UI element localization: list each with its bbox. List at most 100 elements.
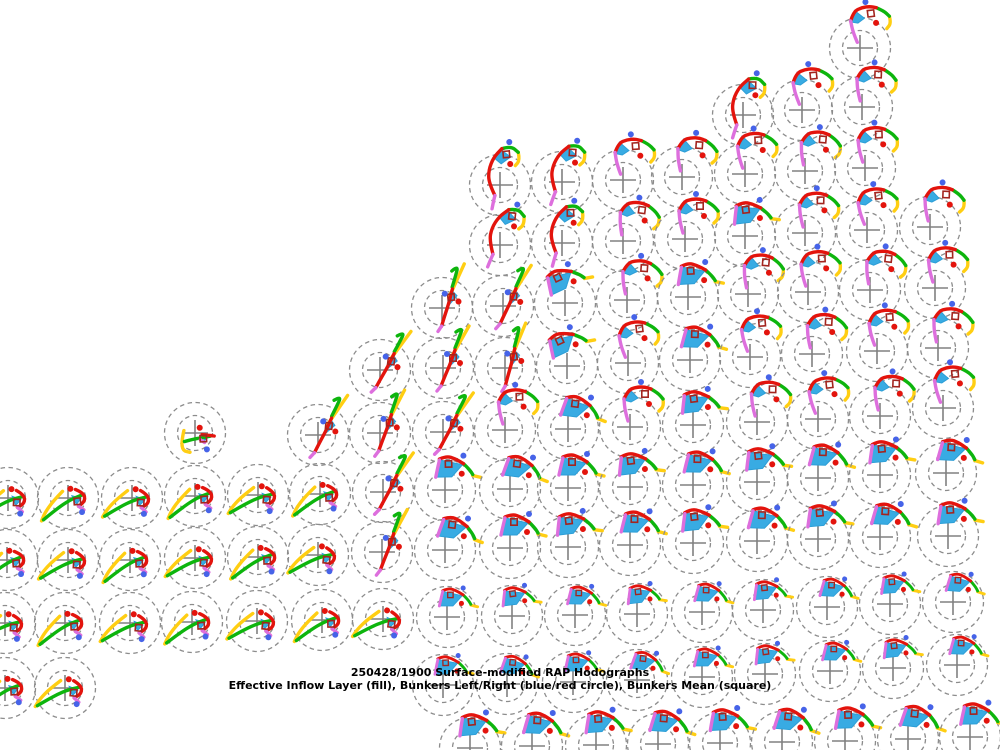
origin-plus-icon	[940, 589, 966, 615]
bunkers-left-dot	[903, 635, 909, 641]
trace-segment-green	[861, 712, 875, 727]
trace-segment-yellow	[163, 613, 189, 646]
trace-segment-red	[498, 286, 518, 326]
bunkers-mean-square	[385, 418, 394, 427]
hodograph-station	[413, 452, 483, 522]
trace-segment-red	[808, 504, 837, 514]
bunkers-mean-square	[754, 136, 763, 145]
bunkers-right-dot	[773, 396, 780, 403]
trace-segment-yellow	[597, 602, 608, 607]
bunkers-right-dot	[704, 404, 711, 411]
bunkers-mean-square	[134, 559, 144, 568]
trace-segment-magenta	[932, 378, 943, 404]
bunkers-mean-square	[196, 621, 206, 630]
trace-segment-red	[507, 454, 534, 468]
trace-segment-yellow	[716, 345, 729, 351]
trace-segment-red	[867, 308, 897, 326]
hodograph-trace	[735, 125, 779, 170]
trace-segment-yellow	[530, 673, 540, 679]
origin-plus-icon	[957, 724, 983, 750]
range-ring-inner	[919, 329, 957, 367]
bunkers-left-dot	[530, 454, 537, 461]
hodograph-trace	[286, 543, 337, 575]
bunkers-left-dot	[715, 645, 721, 651]
range-ring-outer	[100, 466, 164, 530]
trace-segment-green	[514, 266, 526, 289]
range-ring-inner	[731, 338, 769, 376]
origin-plus-icon	[492, 417, 518, 443]
trace-segment-green	[833, 377, 850, 390]
bunkers-left-dot	[631, 314, 638, 321]
trace-segment-red	[437, 455, 466, 466]
bunkers-right-dot	[831, 391, 838, 398]
range-ring-inner	[738, 403, 776, 441]
hodograph-trace	[558, 394, 607, 424]
bunkers-mean-square	[444, 459, 453, 469]
trace-segment-magenta	[799, 140, 806, 167]
bunkers-right-dot	[641, 217, 648, 224]
range-ring-outer	[598, 395, 662, 459]
range-ring-outer	[413, 458, 477, 522]
trace-segment-yellow	[832, 203, 841, 220]
bunkers-mean-square	[693, 455, 702, 464]
bunkers-mean-square	[783, 712, 793, 721]
bunkers-left-dot	[609, 706, 616, 713]
trace-segment-yellow	[892, 197, 900, 213]
bunkers-left-dot	[18, 571, 25, 578]
bunkers-mean-square	[533, 716, 542, 725]
trace-segment-green	[500, 145, 520, 154]
bunkers-left-dot	[901, 571, 907, 577]
bunkers-right-dot	[129, 547, 136, 554]
bunkers-right-dot	[965, 586, 971, 592]
bunkers-left-dot	[564, 261, 571, 268]
hodograph-station	[916, 497, 985, 568]
hodograph-trace	[629, 650, 671, 676]
origin-plus-icon	[429, 295, 455, 321]
range-ring-outer	[798, 639, 862, 703]
trace-segment-red	[711, 708, 740, 718]
hodograph-station	[925, 633, 990, 697]
trace-segment-magenta	[558, 396, 569, 417]
trace-segment-green	[708, 332, 721, 348]
bunkers-right-dot	[458, 470, 465, 477]
bunkers-mean-square	[892, 379, 901, 388]
range-ring-outer	[500, 714, 564, 750]
hodograph-trace	[36, 548, 87, 581]
trace-segment-green	[882, 188, 899, 201]
trace-segment-magenta	[432, 447, 441, 456]
range-ring-outer	[833, 136, 897, 200]
trace-segment-yellow	[968, 375, 976, 392]
range-ring-outer	[290, 588, 354, 652]
bunkers-left-dot	[939, 179, 946, 186]
hodograph-station	[100, 466, 164, 530]
bunkers-mean-square	[507, 211, 517, 221]
bunkers-mean-square	[72, 560, 81, 569]
trace-segment-yellow	[885, 14, 892, 31]
trace-segment-red	[566, 652, 591, 662]
hodograph-trace	[873, 368, 916, 412]
range-ring-outer	[163, 401, 227, 465]
hodograph-station	[795, 575, 860, 639]
bunkers-right-dot	[507, 161, 514, 168]
bunkers-mean-square	[69, 688, 78, 698]
trace-segment-red	[587, 710, 615, 720]
range-ring-outer	[688, 711, 752, 750]
bunkers-right-dot	[673, 726, 680, 733]
trace-segment-green	[648, 261, 664, 277]
bunkers-mean-square	[626, 456, 636, 466]
hodograph-station	[33, 591, 97, 655]
trace-segment-red	[799, 130, 831, 145]
bunkers-left-dot	[968, 571, 974, 577]
trace-segment-yellow	[843, 386, 851, 402]
bunkers-mean-square	[761, 258, 771, 267]
bunkers-right-dot	[950, 261, 957, 268]
bunkers-mean-square	[262, 556, 272, 565]
hodograph-trace	[547, 324, 597, 360]
trace-segment-green	[833, 315, 849, 330]
trace-segment-magenta	[833, 709, 841, 731]
bunkers-mean-square	[866, 8, 876, 18]
trace-segment-yellow	[532, 399, 540, 416]
range-ring-inner	[843, 88, 881, 126]
bunkers-right-dot	[756, 215, 763, 222]
range-ring-outer	[473, 336, 537, 400]
